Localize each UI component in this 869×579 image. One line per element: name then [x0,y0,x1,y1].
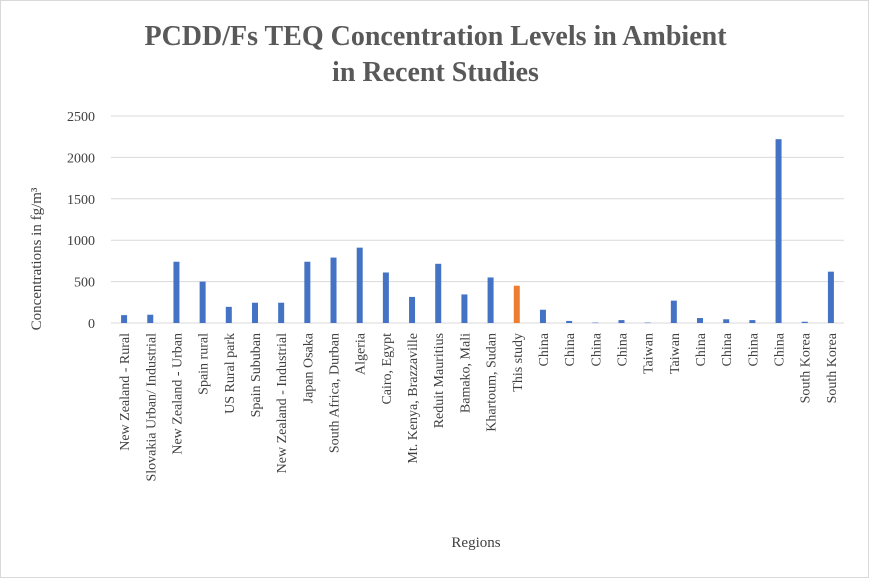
y-tick-label: 1500 [67,193,95,208]
x-tick-label: Cairo, Egypt [380,333,395,405]
bar [382,272,389,323]
bar [251,302,258,323]
x-axis-ticks: New Zealand - Rural Slovakia Urban/ Indus… [118,332,840,481]
chart-title-line-1: PCDD/Fs TEQ Concentration Levels in Ambi… [144,21,727,52]
x-tick-label: China [563,332,578,366]
x-tick-label: New Zealand - Urban [170,333,185,455]
x-tick-label: South Africa, Durban [328,333,343,453]
x-tick-label: Mt. Kenya, Brazzaville [406,333,421,464]
bar [356,247,363,323]
bar [278,302,285,323]
bar [487,277,494,323]
bar [409,296,416,323]
bar [199,281,206,323]
bar [749,320,756,323]
bar [513,285,520,323]
x-tick-label: China [694,332,709,366]
bar [644,322,651,324]
x-tick-label: China [720,332,735,366]
x-axis-title: Regions [451,535,500,551]
bar [304,261,311,323]
bar [827,271,834,323]
x-tick-label: China [537,332,552,366]
y-tick-label: 2000 [67,151,95,166]
x-tick-label: China [746,332,761,366]
bars [121,139,834,324]
gridlines [111,115,844,324]
x-tick-label: Khartoum, Sudan [485,333,500,432]
y-axis-ticks: 0 500 1000 1500 2000 2500 [67,110,95,332]
chart-title-line-2: in Recent Studies [332,57,539,88]
bar [539,309,546,323]
x-tick-label: China [615,332,630,366]
y-tick-label: 500 [74,276,95,291]
x-tick-label: New Zealand - Rural [118,333,133,451]
x-tick-label: Taiwan [642,333,657,374]
y-tick-label: 2500 [67,110,95,125]
bar [775,139,782,323]
bar [592,322,599,324]
x-tick-label: Algeria [354,332,369,375]
bar [723,319,730,323]
bar [566,320,573,323]
x-tick-label: Taiwan [668,333,683,374]
bar [670,300,677,323]
x-tick-label: China [773,332,788,366]
x-tick-label: China [589,332,604,366]
x-tick-label: Spain Sububan [249,333,264,417]
bar [461,294,468,323]
y-tick-label: 0 [88,317,95,332]
x-tick-label: Bamako, Mali [458,333,473,413]
y-tick-label: 1000 [67,234,95,249]
x-tick-label: Reduit Mauritius [432,333,447,428]
chart-title: PCDD/Fs TEQ Concentration Levels in Ambi… [1,19,869,91]
bar [435,263,442,323]
y-axis-title: Concentrations in fg/m³ [29,187,45,330]
bar [121,315,128,323]
x-tick-label: South Korea [825,332,840,403]
x-tick-label: Slovakia Urban/ Industrial [144,333,159,482]
bar [697,318,704,323]
bar [173,261,180,323]
x-tick-label: Spain rural [197,333,212,395]
bar [618,320,625,323]
x-tick-label: US Rural park [223,333,238,414]
bar [225,306,232,323]
bar [147,314,154,323]
x-tick-label: South Korea [799,332,814,403]
x-tick-label: Japan Osaka [301,332,316,403]
x-tick-label: This study [511,333,526,392]
bar [330,257,337,323]
bar [801,321,808,323]
x-tick-label: New Zealand - Industrial [275,333,290,473]
